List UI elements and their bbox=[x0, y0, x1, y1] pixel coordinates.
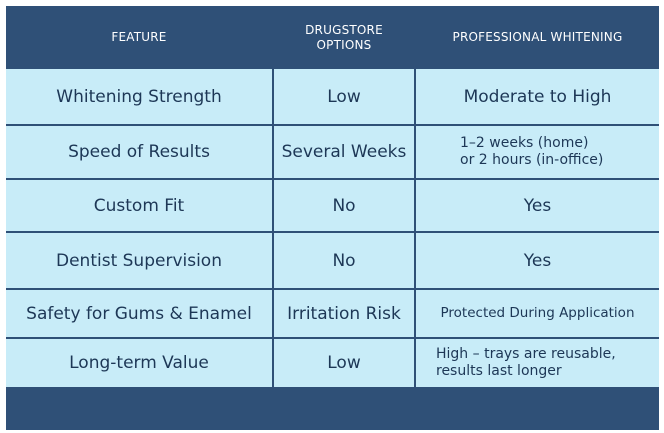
professional-cell: Yes bbox=[416, 180, 659, 231]
table-row: Safety for Gums & Enamel Irritation Risk… bbox=[6, 290, 659, 337]
professional-cell: Yes bbox=[416, 233, 659, 288]
feature-cell: Custom Fit bbox=[6, 180, 272, 231]
header-feature: FEATURE bbox=[111, 30, 167, 44]
header-drugstore-options: DRUGSTORE OPTIONS bbox=[305, 22, 383, 52]
header-professional-whitening: PROFESSIONAL WHITENING bbox=[452, 30, 623, 44]
professional-cell: Protected During Application bbox=[416, 290, 659, 337]
table-row: Custom Fit No Yes bbox=[6, 180, 659, 231]
table-row: Dentist Supervision No Yes bbox=[6, 233, 659, 288]
professional-cell: High – trays are reusable, results last … bbox=[416, 339, 659, 387]
table-body: Whitening Strength Low Moderate to High … bbox=[6, 69, 659, 387]
table-row: Speed of Results Several Weeks 1–2 weeks… bbox=[6, 126, 659, 178]
table-row: Whitening Strength Low Moderate to High bbox=[6, 69, 659, 124]
table-footer bbox=[6, 387, 659, 430]
professional-cell: 1–2 weeks (home) or 2 hours (in-office) bbox=[416, 126, 659, 178]
drugstore-cell: No bbox=[274, 180, 414, 231]
comparison-table: FEATURE DRUGSTORE OPTIONS PROFESSIONAL W… bbox=[6, 6, 659, 430]
feature-cell: Long-term Value bbox=[6, 339, 272, 387]
feature-cell: Dentist Supervision bbox=[6, 233, 272, 288]
professional-cell: Moderate to High bbox=[416, 69, 659, 124]
feature-cell: Whitening Strength bbox=[6, 69, 272, 124]
table-row: Long-term Value Low High – trays are reu… bbox=[6, 339, 659, 387]
feature-cell: Safety for Gums & Enamel bbox=[6, 290, 272, 337]
drugstore-cell: Low bbox=[274, 69, 414, 124]
drugstore-cell: No bbox=[274, 233, 414, 288]
drugstore-cell: Several Weeks bbox=[274, 126, 414, 178]
drugstore-cell: Low bbox=[274, 339, 414, 387]
drugstore-cell: Irritation Risk bbox=[274, 290, 414, 337]
table-header: FEATURE DRUGSTORE OPTIONS PROFESSIONAL W… bbox=[6, 6, 659, 69]
feature-cell: Speed of Results bbox=[6, 126, 272, 178]
